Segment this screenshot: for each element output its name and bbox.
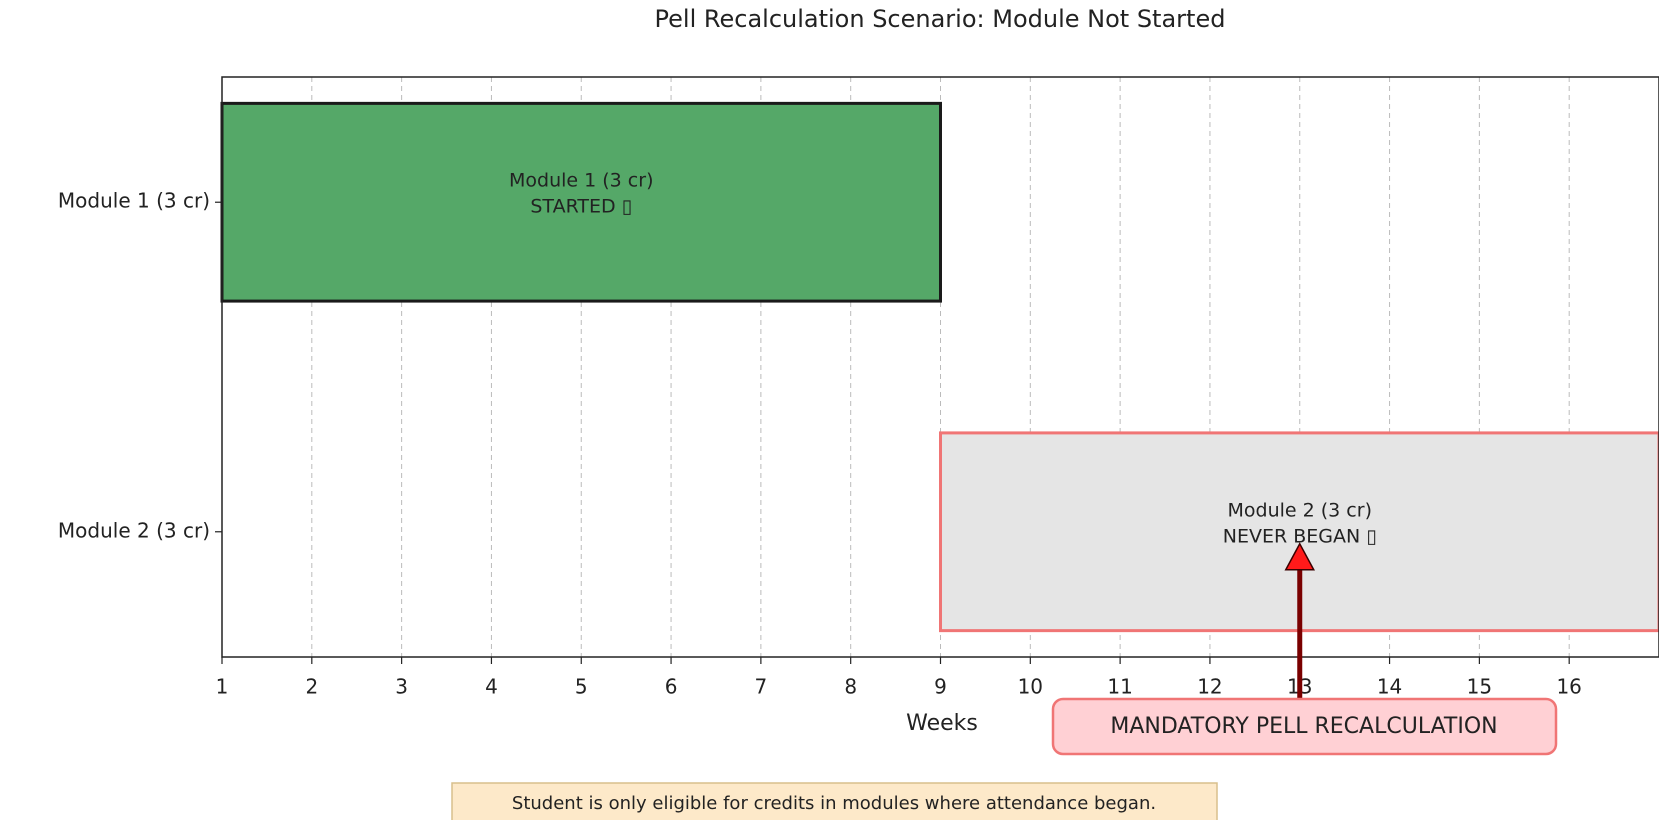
x-tick-label: 8 [844, 675, 857, 699]
x-tick-label: 15 [1467, 675, 1492, 699]
x-tick-label: 14 [1377, 675, 1402, 699]
annotation-arrow-head [1284, 542, 1316, 571]
annotation-box [1051, 697, 1558, 756]
x-tick-label: 3 [395, 675, 408, 699]
bar-label: Module 1 (3 cr) [509, 170, 653, 192]
chart-title: Pell Recalculation Scenario: Module Not … [655, 5, 1226, 33]
x-tick-label: 2 [305, 675, 318, 699]
y-tick-label: Module 1 (3 cr) [58, 189, 210, 213]
footnote: Student is only eligible for credits in … [512, 793, 1156, 814]
x-tick-label: 6 [665, 675, 678, 699]
x-tick-label: 5 [575, 675, 588, 699]
x-tick-label: 11 [1107, 675, 1132, 699]
x-tick-label: 1 [216, 675, 229, 699]
bar-label: Module 2 (3 cr) [1228, 499, 1372, 521]
x-tick-label: 4 [485, 675, 498, 699]
bar-label: NEVER BEGAN ▯ [1223, 525, 1377, 547]
y-tick-label: Module 2 (3 cr) [58, 518, 210, 542]
x-axis-label: Weeks [906, 711, 978, 736]
x-tick-label: 16 [1556, 675, 1581, 699]
x-tick-label: 9 [934, 675, 947, 699]
bar-label: STARTED ▯ [530, 196, 632, 218]
x-tick-label: 12 [1197, 675, 1222, 699]
plot-frame [221, 76, 1659, 658]
x-tick-label: 10 [1018, 675, 1043, 699]
bar [220, 101, 942, 303]
footnote-box [451, 782, 1218, 820]
annotation-text: MANDATORY PELL RECALCULATION [1110, 714, 1497, 739]
x-tick-label: 7 [755, 675, 768, 699]
